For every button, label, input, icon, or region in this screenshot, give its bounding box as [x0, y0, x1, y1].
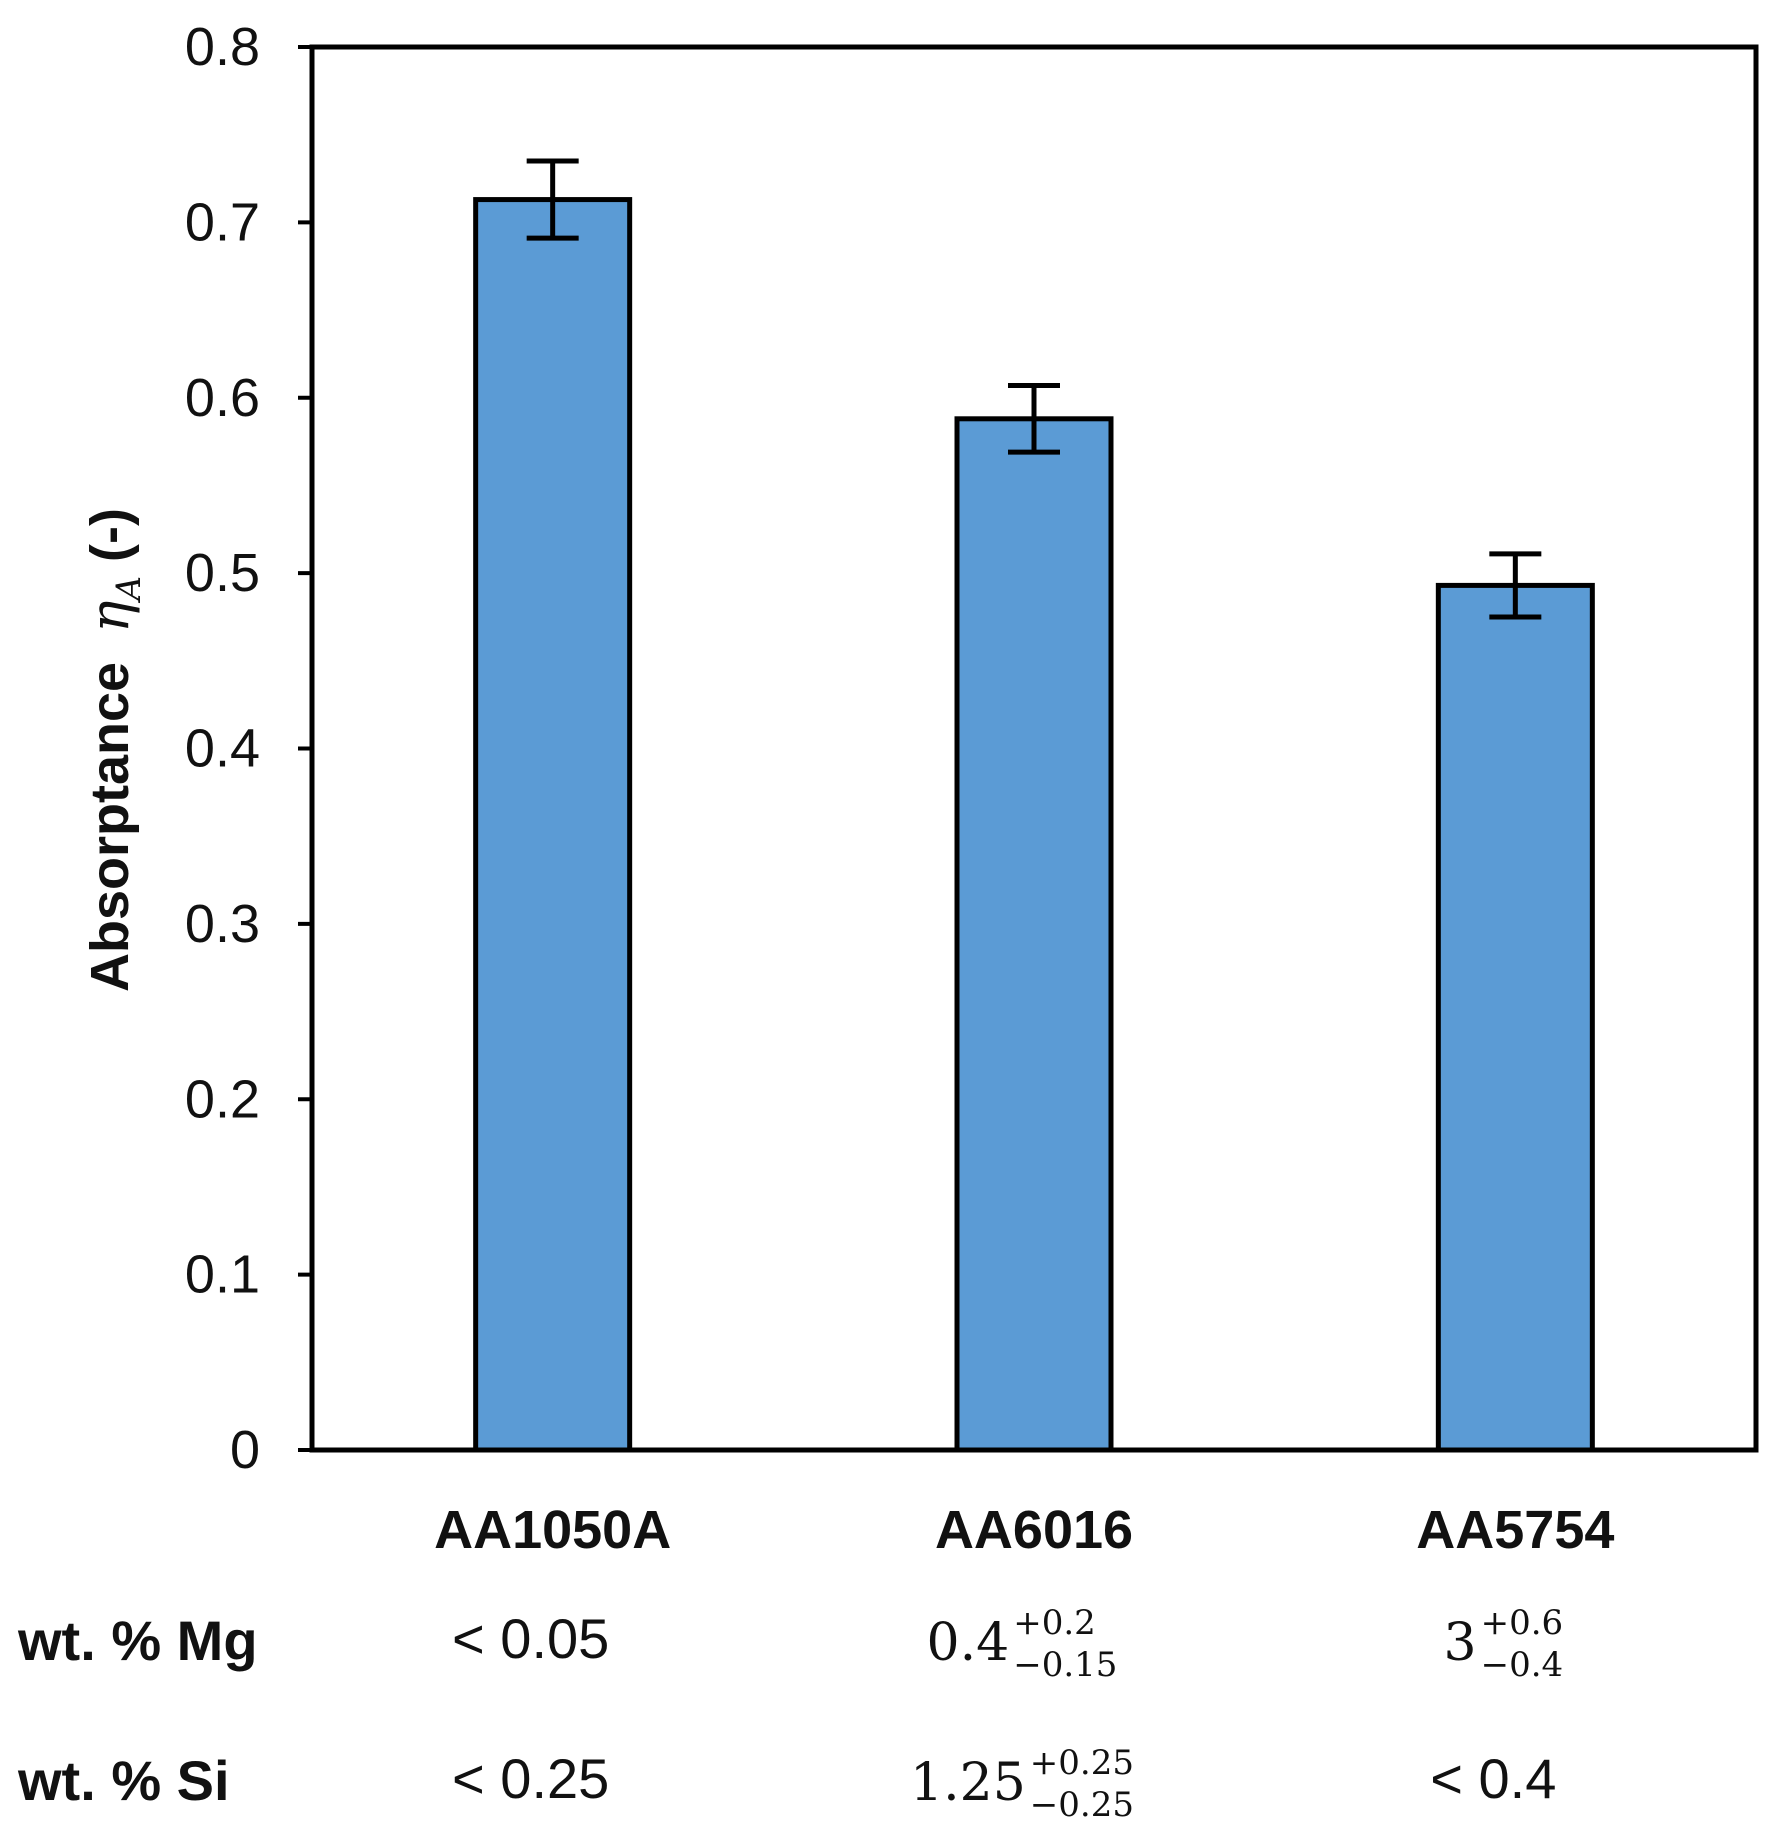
- table-cell-value: < 0.25: [452, 1747, 609, 1810]
- category-label-aa6016: AA6016: [935, 1500, 1133, 1560]
- y-tick-label: 0: [230, 1420, 260, 1480]
- table-cell-lower-tolerance: −0.25: [1030, 1785, 1134, 1825]
- table-cell-lower-tolerance: −0.15: [1013, 1645, 1117, 1685]
- bar-aa5754: [1435, 582, 1595, 1453]
- bar-aa6016: [954, 416, 1114, 1453]
- error-bars-layer: [526, 158, 1542, 620]
- category-label-aa1050a: AA1050A: [434, 1500, 671, 1560]
- y-axis-label-symbol: η: [78, 601, 141, 633]
- table-row-label: wt. % Mg: [17, 1609, 258, 1672]
- table-cell-base: 1.25: [910, 1753, 1026, 1813]
- table-cell-value: 3 +0.6−0.4: [1444, 1603, 1564, 1685]
- table-cell-value: 0.4 +0.2−0.15: [927, 1603, 1118, 1685]
- composition-table: wt. % Mg < 0.05 0.4 +0.2−0.15 3 +0.6−0.4 wt. %…: [17, 1603, 1563, 1825]
- y-tick-label: 0.4: [185, 719, 260, 779]
- y-axis-label: Absorptance ηA (-): [78, 508, 149, 992]
- bar-aa1050a: [473, 197, 633, 1453]
- table-cell-value: < 0.05: [452, 1607, 609, 1670]
- table-cell-value: < 0.4: [1430, 1747, 1556, 1810]
- y-axis-label-unit: (-): [80, 508, 140, 562]
- y-tick-label: 0.6: [185, 368, 260, 428]
- y-axis-label-subscript: A: [109, 576, 149, 604]
- y-tick-label: 0.8: [185, 17, 260, 77]
- y-axis-ticks: 0 0.1 0.2 0.3 0.4 0.5 0.6 0.7 0.8: [185, 17, 312, 1480]
- category-label-aa5754: AA5754: [1416, 1500, 1614, 1560]
- y-tick-label: 0.5: [185, 543, 260, 603]
- x-axis-category-labels: AA1050A AA6016 AA5754: [434, 1500, 1614, 1560]
- table-cell-base: 3: [1444, 1613, 1477, 1673]
- table-cell-upper-tolerance: +0.25: [1030, 1743, 1134, 1783]
- y-tick-label: 0.2: [185, 1069, 260, 1129]
- y-tick-label: 0.1: [185, 1245, 260, 1305]
- table-cell-upper-tolerance: +0.2: [1013, 1603, 1096, 1643]
- y-axis-label-text: Absorptance: [80, 662, 140, 992]
- table-cell-lower-tolerance: −0.4: [1481, 1645, 1564, 1685]
- y-tick-label: 0.3: [185, 894, 260, 954]
- table-cell-value: 1.25 +0.25−0.25: [910, 1743, 1134, 1825]
- table-cell-upper-tolerance: +0.6: [1481, 1603, 1564, 1643]
- table-cell-base: 0.4: [927, 1613, 1010, 1673]
- y-tick-label: 0.7: [185, 192, 260, 252]
- table-row-label: wt. % Si: [17, 1749, 230, 1812]
